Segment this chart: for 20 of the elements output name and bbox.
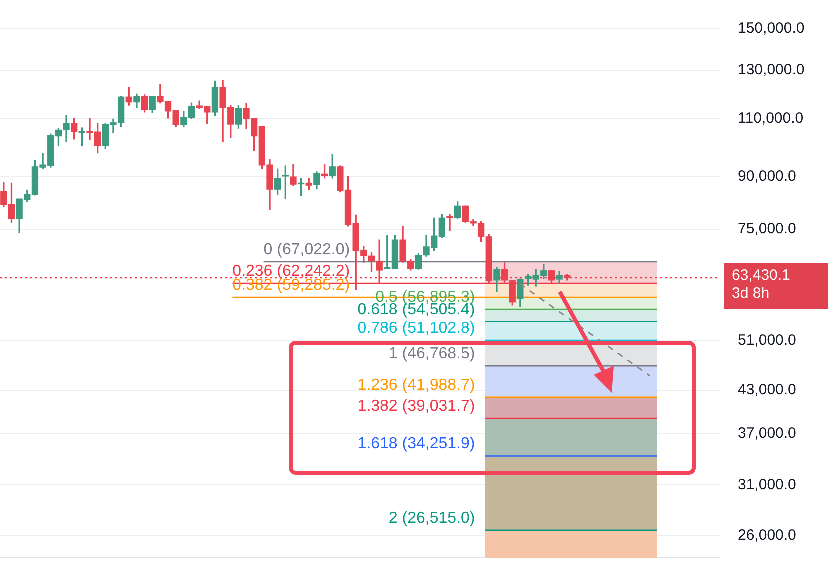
- ref-line-label: 1.382 (39,031.7): [358, 398, 476, 415]
- ref-line-label: 0.236 (62,242.2): [232, 262, 350, 280]
- y-tick-label: 110,000.0: [738, 110, 804, 127]
- y-tick-label: 43,000.0: [738, 382, 796, 399]
- ref-line-label: 0 (67,022.0): [264, 241, 350, 258]
- ref-line-label: 1.618 (34,251.9): [358, 436, 476, 453]
- ref-line-label: 0.786 (51,102.8): [358, 320, 476, 337]
- y-tick-label: 26,000.0: [738, 527, 796, 544]
- candlestick: [446, 214, 454, 232]
- ref-line-label: 63,430.1 3d 8h: [732, 267, 790, 302]
- ref-line-label: 1 (46,768.5): [388, 346, 476, 363]
- y-tick-label: 150,000.0: [738, 20, 805, 38]
- ref-line-label: 2 (26,515.0): [388, 510, 476, 527]
- y-tick-label: 51,000.0: [738, 332, 796, 350]
- y-tick-label: 90,000.0: [738, 168, 796, 185]
- y-tick-label: 130,000.0: [738, 61, 805, 78]
- y-tick-label: 37,000.0: [738, 425, 796, 442]
- ref-line-label: 1.236 (41,988.7): [358, 376, 476, 394]
- y-tick-label: 31,000.0: [738, 476, 796, 494]
- y-tick-label: 75,000.0: [738, 220, 796, 238]
